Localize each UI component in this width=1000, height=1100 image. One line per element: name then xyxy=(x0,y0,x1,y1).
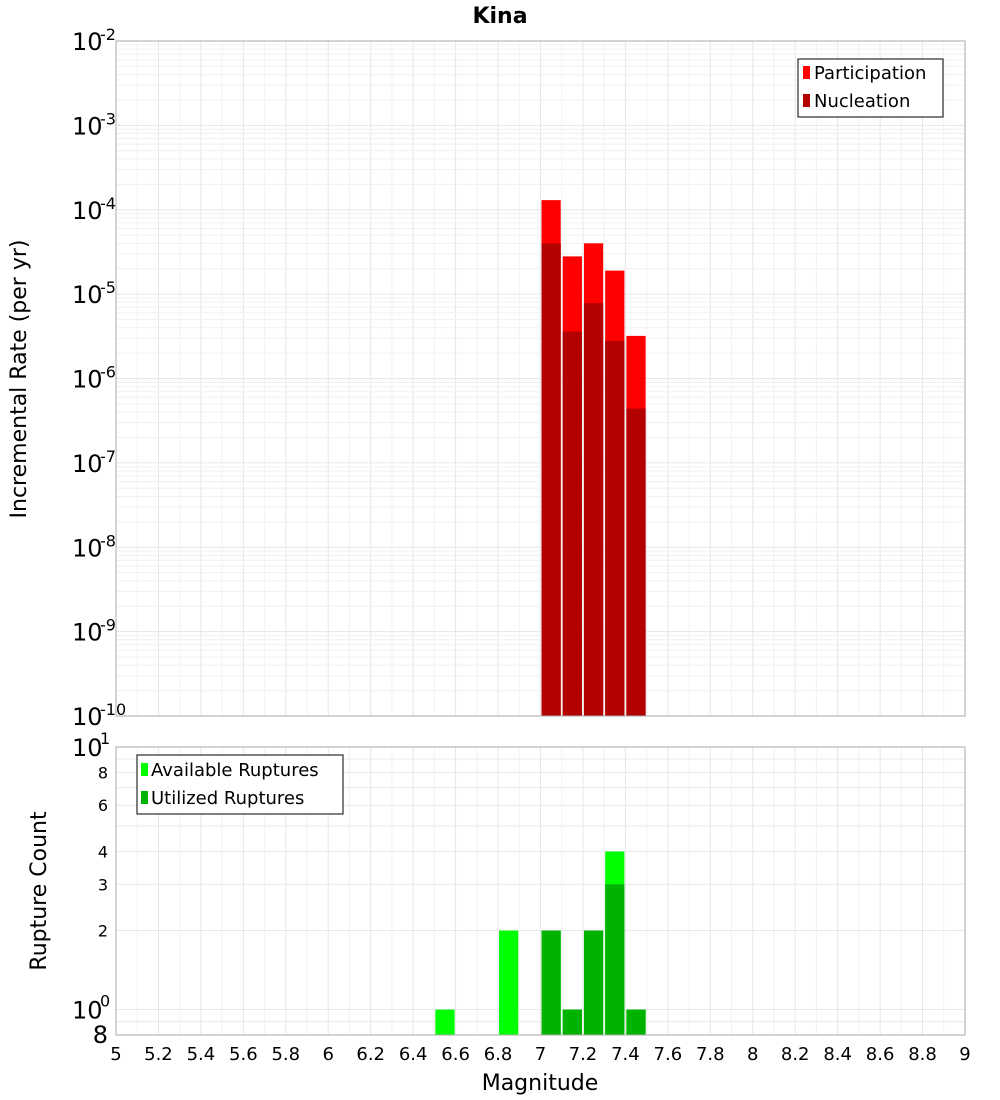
rate-y-tick-exponent: -2 xyxy=(100,25,116,44)
x-ticks: 5 5.2 5.4 5.6 5.8 6 6.2 6.4 6.6 6.8 7 7.2 7.4 7.6 7.8 8… xyxy=(110,1044,970,1065)
count-y-tick-label: 10 xyxy=(72,997,103,1025)
participation-swatch xyxy=(803,66,810,79)
count-legend-box xyxy=(136,754,344,815)
rate-gridlines xyxy=(115,41,966,717)
x-tick-label: 8 xyxy=(747,1044,758,1065)
rate-y-tick-exponent: -7 xyxy=(100,447,116,466)
rate-y-tick-exponent: -10 xyxy=(100,700,126,719)
x-tick-label: 5.8 xyxy=(271,1044,300,1065)
nucleation-bar-3 xyxy=(605,340,625,716)
count-y-minor-tick-label: 8 xyxy=(93,1021,108,1049)
x-tick-label: 6 xyxy=(323,1044,334,1065)
x-tick-label: 7.2 xyxy=(569,1044,598,1065)
x-tick-label: 7.6 xyxy=(654,1044,683,1065)
available-bar-0 xyxy=(435,1009,455,1035)
count-y-tick-exponent: 1 xyxy=(100,729,110,748)
rate-y-tick-exponent: -3 xyxy=(100,109,116,128)
utilized-legend-label: Utilized Ruptures xyxy=(151,788,304,809)
rate-y-tick-label: 10 xyxy=(72,366,103,394)
x-tick-label: 5.6 xyxy=(229,1044,258,1065)
x-tick-label: 8.8 xyxy=(908,1044,937,1065)
utilized-bar-5 xyxy=(605,884,625,1035)
count-y-axis-label: Rupture Count xyxy=(27,811,52,971)
x-tick-label: 6.6 xyxy=(441,1044,470,1065)
rate-legend-box xyxy=(797,58,944,118)
nucleation-legend-label: Nucleation xyxy=(814,91,910,112)
rate-y-tick-exponent: -9 xyxy=(100,616,116,635)
utilized-bar-3 xyxy=(562,1009,582,1035)
utilized-swatch xyxy=(141,791,148,804)
x-tick-label: 5 xyxy=(110,1044,121,1065)
rate-y-tick-label: 10 xyxy=(72,197,103,225)
rate-y-tick-exponent: -6 xyxy=(100,363,116,382)
rate-y-tick-exponent: -4 xyxy=(100,194,116,213)
count-y-tick-label: 10 xyxy=(72,734,103,762)
rate-y-tick-label: 10 xyxy=(72,619,103,647)
x-tick-label: 7.8 xyxy=(696,1044,725,1065)
participation-legend-label: Participation xyxy=(814,63,926,84)
x-tick-label: 6.8 xyxy=(484,1044,513,1065)
x-tick-label: 7.4 xyxy=(611,1044,640,1065)
rate-y-axis-label: Incremental Rate (per yr) xyxy=(7,240,32,519)
nucleation-bar-1 xyxy=(562,331,582,716)
count-plot-border xyxy=(115,746,966,1036)
rate-y-tick-exponent: -8 xyxy=(100,531,116,550)
x-tick-label: 9 xyxy=(959,1044,970,1065)
available-bar-1 xyxy=(499,930,519,1035)
x-tick-label: 6.2 xyxy=(356,1044,385,1065)
rate-y-tick-exponent: -5 xyxy=(100,278,116,297)
rate-y-tick-label: 10 xyxy=(72,281,103,309)
count-bars xyxy=(435,851,646,1035)
count-y-minor-tick-label: 3 xyxy=(98,875,108,894)
nucleation-bar-0 xyxy=(541,243,561,717)
count-y-minor-tick-label: 2 xyxy=(98,922,108,941)
utilized-bar-2 xyxy=(541,930,561,1035)
rate-legend: Participation Nucleation xyxy=(797,58,944,118)
nucleation-bar-4 xyxy=(626,408,646,716)
nucleation-bar-2 xyxy=(583,303,604,716)
count-y-minor-tick-label: 4 xyxy=(98,842,108,861)
rate-y-tick-label: 10 xyxy=(72,112,103,140)
rate-y-tick-label: 10 xyxy=(72,534,103,562)
chart-title: Kina xyxy=(472,4,527,29)
available-swatch xyxy=(141,763,148,776)
x-tick-label: 8.2 xyxy=(781,1044,810,1065)
nucleation-swatch xyxy=(803,94,810,107)
count-y-minor-tick-label: 6 xyxy=(98,796,108,815)
x-tick-label: 7 xyxy=(535,1044,546,1065)
count-y-tick-exponent: 0 xyxy=(100,992,110,1011)
x-tick-label: 5.4 xyxy=(187,1044,216,1065)
x-tick-label: 8.4 xyxy=(823,1044,852,1065)
count-legend: Available Ruptures Utilized Ruptures xyxy=(136,754,344,815)
rate-y-tick-label: 10 xyxy=(72,703,103,731)
rate-plot-border xyxy=(115,40,966,717)
utilized-bar-6 xyxy=(626,1009,646,1035)
x-axis-label: Magnitude xyxy=(482,1071,599,1096)
x-tick-label: 8.6 xyxy=(866,1044,895,1065)
x-tick-label: 6.4 xyxy=(399,1044,428,1065)
rate-bars xyxy=(541,200,646,717)
rate-y-tick-label: 10 xyxy=(72,28,103,56)
count-y-minor-tick-label: 8 xyxy=(98,763,108,782)
available-legend-label: Available Ruptures xyxy=(151,760,319,781)
x-tick-label: 5.2 xyxy=(144,1044,173,1065)
rate-y-tick-label: 10 xyxy=(72,450,103,478)
utilized-bar-4 xyxy=(583,930,604,1035)
